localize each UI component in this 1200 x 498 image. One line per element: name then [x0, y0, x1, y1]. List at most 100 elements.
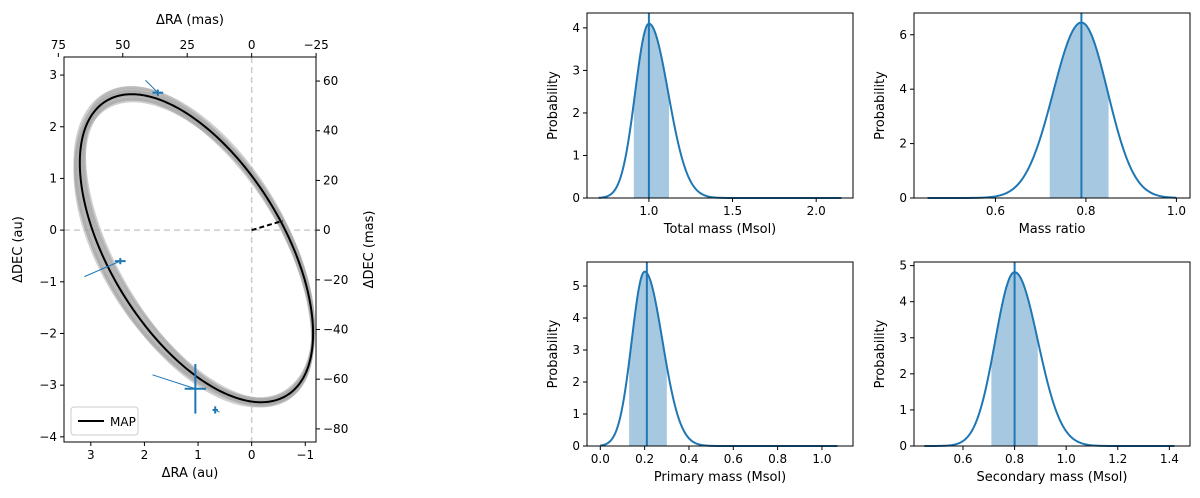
y-tick-label: 6 — [899, 28, 907, 42]
credible-interval-fill — [629, 271, 667, 446]
x-tick-label: 1.2 — [1108, 452, 1127, 466]
y-tick-label: 2 — [572, 375, 580, 389]
x-axis-title: Secondary mass (Msol) — [977, 470, 1128, 485]
y-tick-label: 4 — [899, 295, 907, 309]
x-tick-label: 2 — [141, 448, 149, 462]
right-y-tick-label: −40 — [323, 323, 348, 337]
y-tick-label: 4 — [572, 311, 580, 325]
y-tick-label: 3 — [899, 331, 907, 345]
orbit-panel: 3 2 1 0 −1 3 2 1 0 −1 −2 −3 −4 75 50 25 0 −25 60 40 20 0 −20 −4… — [11, 13, 377, 481]
right-y-tick-label: 60 — [323, 74, 338, 88]
x-tick-label: 0.8 — [1076, 204, 1095, 218]
y-tick-label: 0 — [899, 439, 907, 453]
sample-orbit — [82, 89, 314, 406]
sample-orbit — [78, 99, 315, 401]
x-tick-label: 3 — [87, 448, 95, 462]
y-tick-label: 1 — [572, 407, 580, 421]
x-tick-label: 1.0 — [812, 452, 831, 466]
legend-label: MAP — [110, 415, 136, 429]
sample-orbit — [73, 97, 316, 402]
axes-frame — [913, 261, 1191, 447]
y-axis-title: ΔDEC (au) — [11, 216, 26, 283]
top-x-tick-label: 0 — [248, 38, 256, 52]
x-tick-label: 1.0 — [639, 204, 658, 218]
y-tick-label: −2 — [39, 326, 57, 340]
top-x-tick-label: 25 — [180, 38, 195, 52]
x-axis-title: Mass ratio — [1019, 222, 1086, 237]
legend: MAP — [70, 406, 139, 436]
x-tick-label: 0.4 — [679, 452, 698, 466]
observation-point — [212, 406, 220, 414]
sample-orbit — [79, 88, 315, 407]
posterior-mass-ratio: 0.6 0.8 1.0 0 2 4 6 Mass ratio Probability — [873, 12, 1191, 237]
x-tick-label: 1 — [194, 448, 202, 462]
sample-orbit — [73, 86, 316, 408]
map-orbit — [78, 93, 315, 404]
sample-orbit — [76, 89, 315, 406]
observation-point — [145, 79, 164, 96]
sample-orbit — [79, 97, 315, 402]
right-y-tick-label: 40 — [323, 124, 338, 138]
axes-frame — [586, 12, 854, 199]
right-y-tick-label: 0 — [323, 223, 331, 237]
y-tick-label: 0 — [572, 439, 580, 453]
posterior-secondary-mass: 0.6 0.8 1.0 1.2 1.4 0 1 2 3 4 5 Secondary mass (Mso… — [873, 259, 1191, 485]
x-axis-title: Total mass (Msol) — [663, 222, 777, 237]
y-tick-label: 2 — [899, 137, 907, 151]
right-y-tick-label: −20 — [323, 273, 348, 287]
right-y-axis-title: ΔDEC (mas) — [362, 211, 377, 289]
orbit-plot-area — [64, 57, 316, 442]
y-tick-label: 1 — [572, 148, 580, 162]
y-tick-label: 5 — [572, 279, 580, 293]
x-tick-label: 1.0 — [1167, 204, 1186, 218]
y-tick-label: 2 — [49, 120, 57, 134]
y-tick-label: 4 — [899, 82, 907, 96]
y-axis-title: Probability — [873, 319, 888, 388]
periastron-line — [251, 219, 284, 232]
axes-frame — [913, 12, 1191, 199]
y-tick-label: 5 — [899, 259, 907, 273]
sample-orbit — [81, 93, 315, 403]
y-tick-label: 3 — [49, 68, 57, 82]
credible-interval-fill — [633, 23, 669, 198]
sample-orbit — [74, 93, 316, 404]
y-tick-label: 1 — [899, 403, 907, 417]
sample-orbit — [75, 94, 315, 403]
residual-line — [84, 260, 121, 278]
right-y-tick-label: −80 — [323, 422, 348, 436]
y-tick-label: −4 — [39, 430, 57, 444]
top-x-tick-label: 75 — [51, 38, 66, 52]
y-tick-label: 4 — [572, 21, 580, 35]
x-tick-label: 0 — [248, 448, 256, 462]
observation-point — [152, 363, 207, 414]
sample-orbit — [74, 90, 316, 406]
x-tick-label: 0.6 — [953, 452, 972, 466]
x-axis-title: ΔRA (au) — [162, 466, 219, 481]
sample-orbit — [82, 96, 315, 402]
y-axis-title: Probability — [546, 71, 561, 140]
residual-line — [152, 374, 196, 390]
x-tick-label: 0.2 — [635, 452, 654, 466]
top-x-axis-title: ΔRA (mas) — [156, 13, 224, 28]
y-tick-label: −3 — [39, 378, 57, 392]
y-tick-label: 3 — [572, 63, 580, 77]
x-tick-label: 2.0 — [807, 204, 826, 218]
right-y-tick-label: 20 — [323, 173, 338, 187]
y-tick-label: 0 — [899, 191, 907, 205]
y-tick-label: 3 — [572, 343, 580, 357]
x-tick-label: 1.5 — [723, 204, 742, 218]
right-y-tick-label: −60 — [323, 372, 348, 386]
density-curve — [924, 271, 1175, 447]
x-axis-title: Primary mass (Msol) — [654, 470, 786, 485]
observation-point — [84, 258, 126, 278]
x-tick-label: 0.8 — [1005, 452, 1024, 466]
axes-frame — [586, 261, 854, 447]
x-tick-label: 0.6 — [724, 452, 743, 466]
orbit-axes-frame — [63, 56, 317, 443]
x-tick-label: 0.6 — [986, 204, 1005, 218]
y-axis-title: Probability — [873, 71, 888, 140]
x-tick-label: 0.0 — [591, 452, 610, 466]
top-x-tick-label: −25 — [303, 38, 328, 52]
x-tick-label: −1 — [296, 448, 314, 462]
posterior-total-mass: 1.0 1.5 2.0 0 1 2 3 4 Total mass (Msol) Probabili… — [546, 12, 854, 237]
